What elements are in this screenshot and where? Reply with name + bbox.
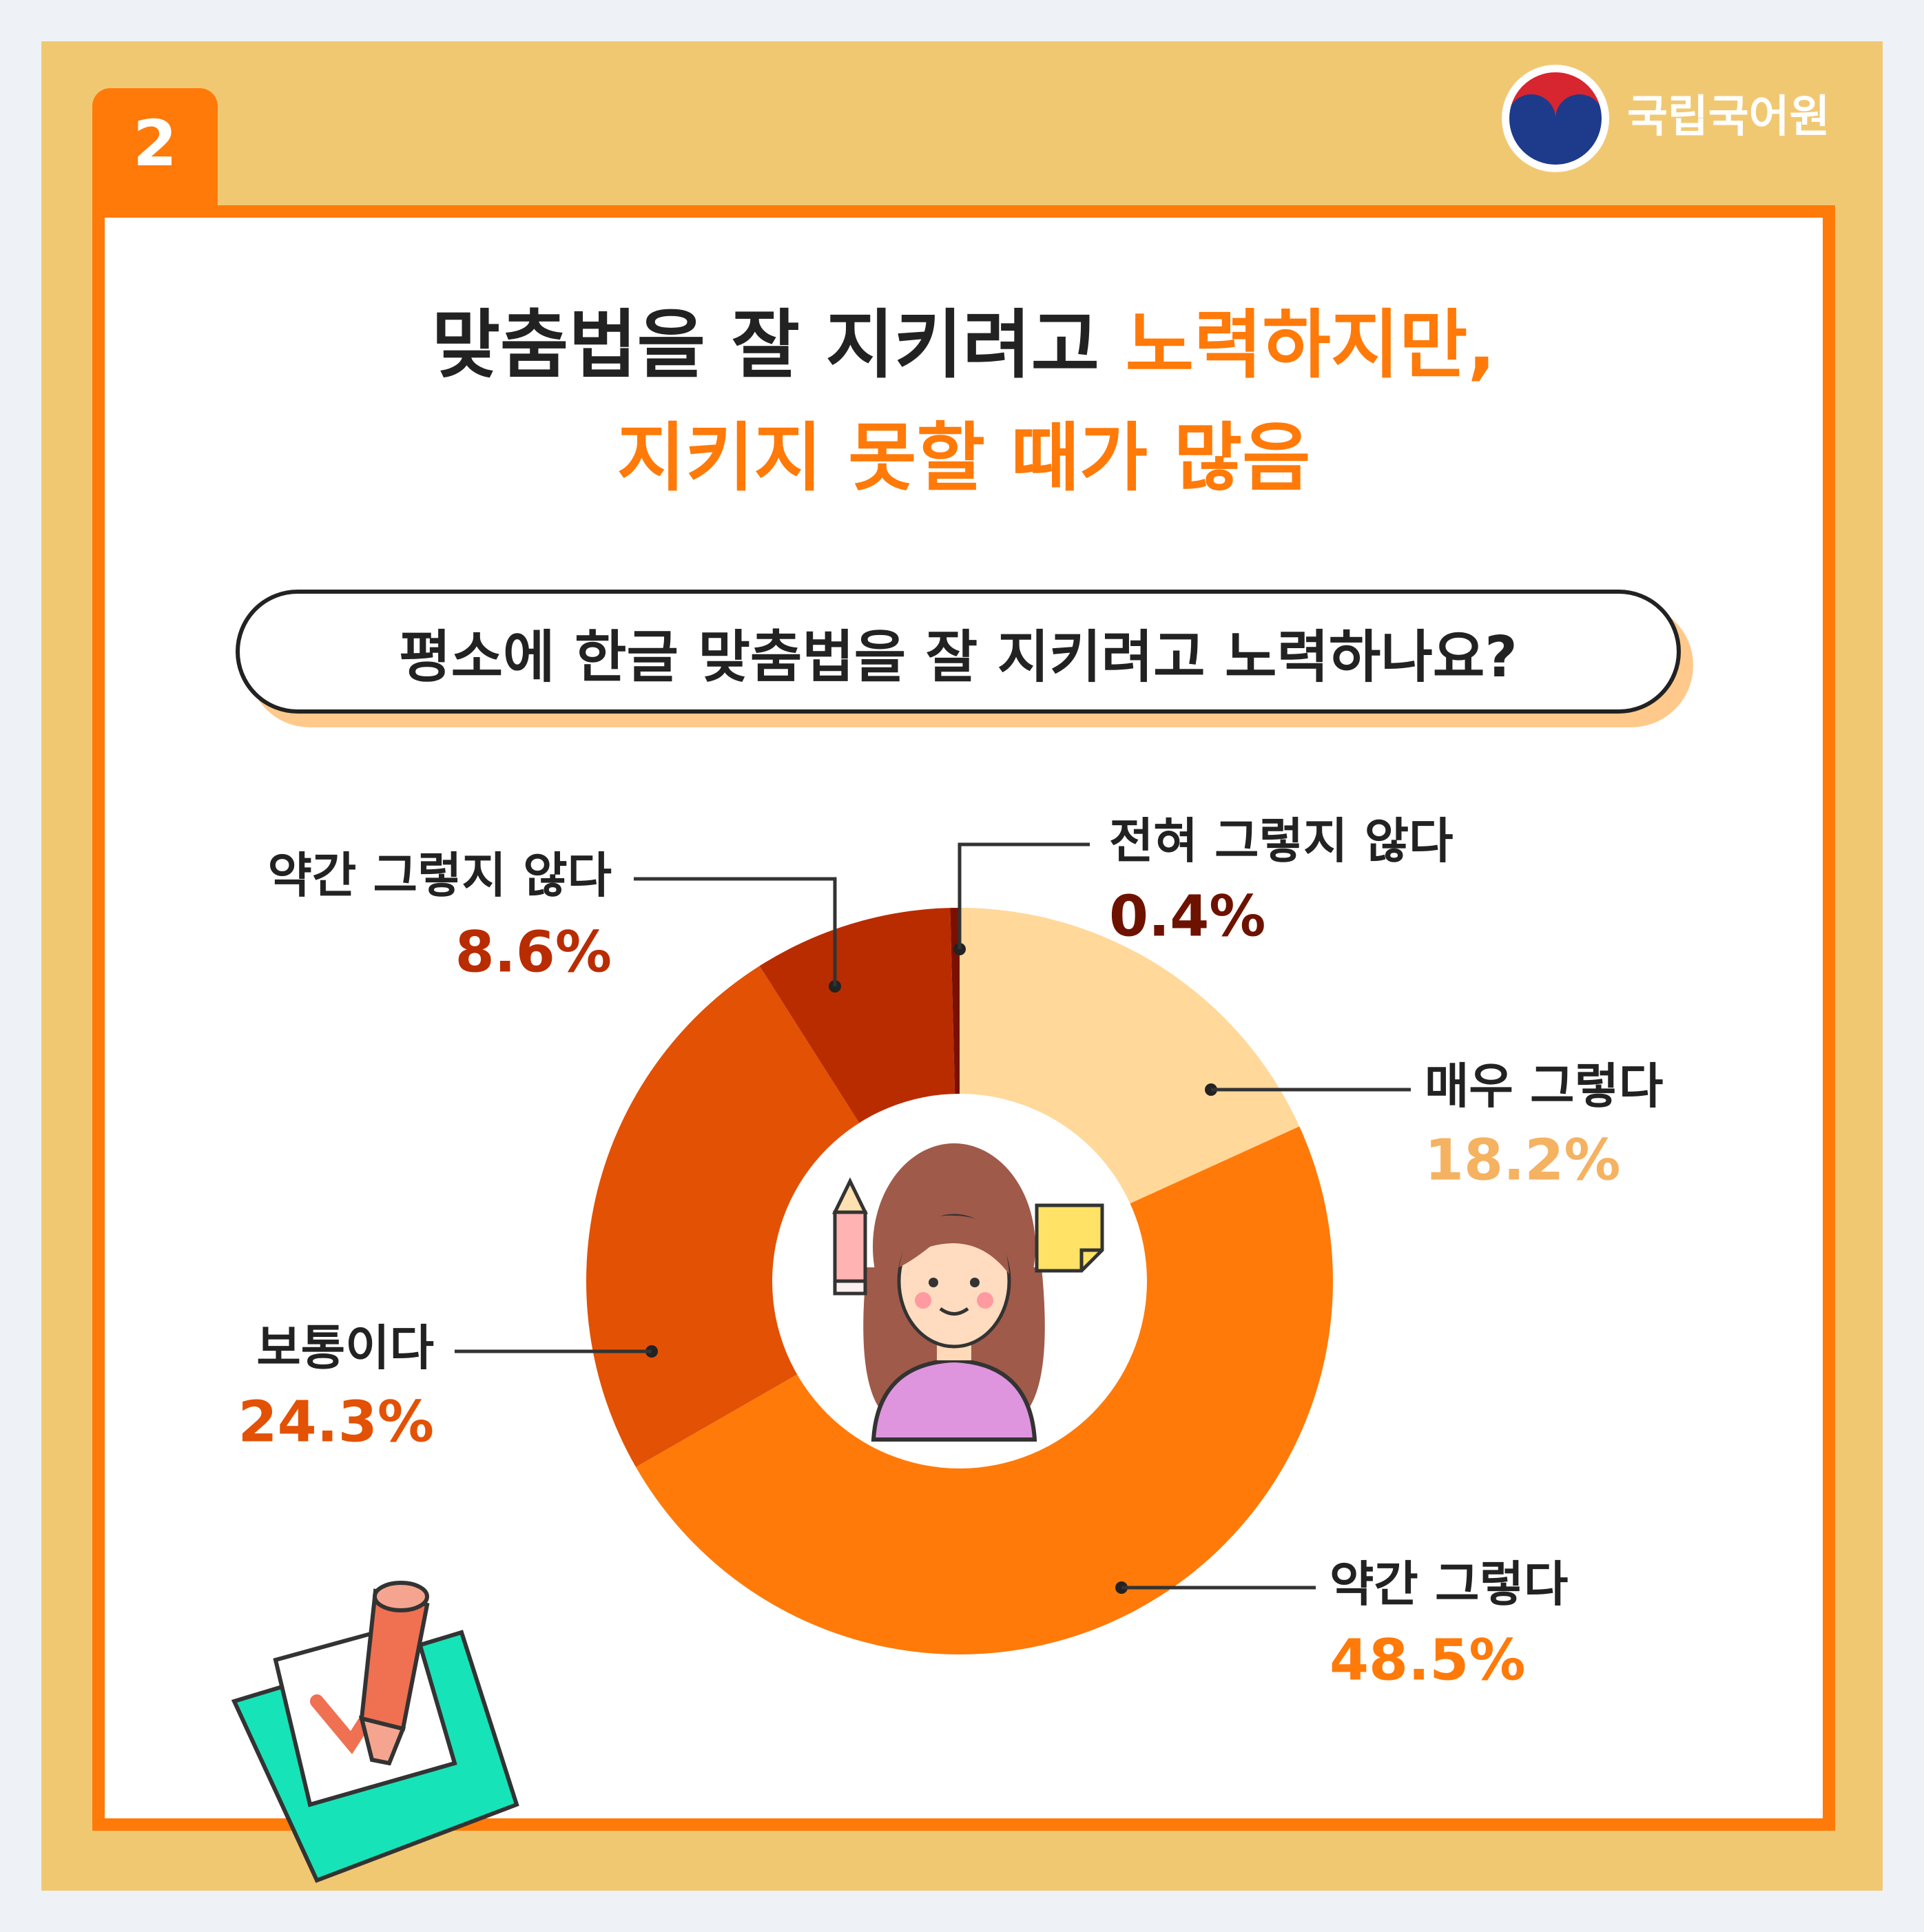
- slice-3-wedge: [586, 966, 960, 1468]
- slice-5-value-label: 0.4%: [1109, 884, 1265, 949]
- marker-check-illustration: [231, 1581, 519, 1883]
- government-emblem-logo: [1502, 65, 1609, 172]
- chart-leader-lines: [455, 842, 1411, 1594]
- slice-3-value-label: 24.3%: [238, 1389, 434, 1455]
- survey-question: 평소에 한글 맞춤법을 잘 지키려고 노력하나요?: [236, 590, 1681, 714]
- student-illustration: [831, 1143, 1104, 1442]
- slice-2-label: 약간 그렇다: [1330, 1556, 1568, 1612]
- slice-1-value-label: 18.2%: [1425, 1128, 1620, 1193]
- headline-line-2: 지키지 못할 때가 많음: [617, 415, 1311, 501]
- chart-labels: 매우 그렇다 18.2% 약간 그렇다 48.5% 보통이다 24.3% 약간 그렇지 않다…: [238, 813, 1664, 1693]
- slice-1-label: 매우 그렇다: [1425, 1058, 1663, 1114]
- slice-4-label: 약간 그렇지 않다: [267, 847, 612, 904]
- slice-5-leader-line: [958, 842, 1090, 949]
- slice-4-value-label: 8.6%: [455, 920, 612, 985]
- headline-line-1: 맞춤법을 잘 지키려고 노력하지만,: [92, 298, 1835, 394]
- slice-2-value-label: 48.5%: [1330, 1628, 1525, 1693]
- slice-5-label: 전혀 그렇지 않다: [1109, 813, 1454, 869]
- headline-part-orange: 노력하지만,: [1125, 302, 1496, 388]
- headline-part-dark: 맞춤법을 잘 지키려고: [431, 302, 1126, 388]
- slice-3-label: 보통이다: [256, 1320, 434, 1376]
- org-name: 국립국어원: [1627, 92, 1830, 143]
- page-number: 2: [132, 106, 177, 180]
- page-number-tab: 2: [92, 88, 218, 212]
- slice-4-leader-line: [634, 877, 837, 986]
